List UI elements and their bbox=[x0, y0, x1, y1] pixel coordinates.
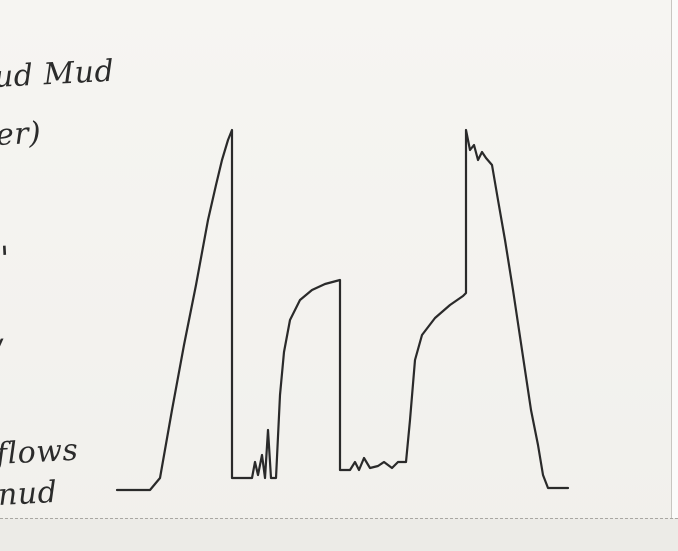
page-right-edge bbox=[671, 0, 678, 551]
waveform-line bbox=[115, 128, 570, 492]
page-bottom-edge bbox=[0, 518, 678, 551]
